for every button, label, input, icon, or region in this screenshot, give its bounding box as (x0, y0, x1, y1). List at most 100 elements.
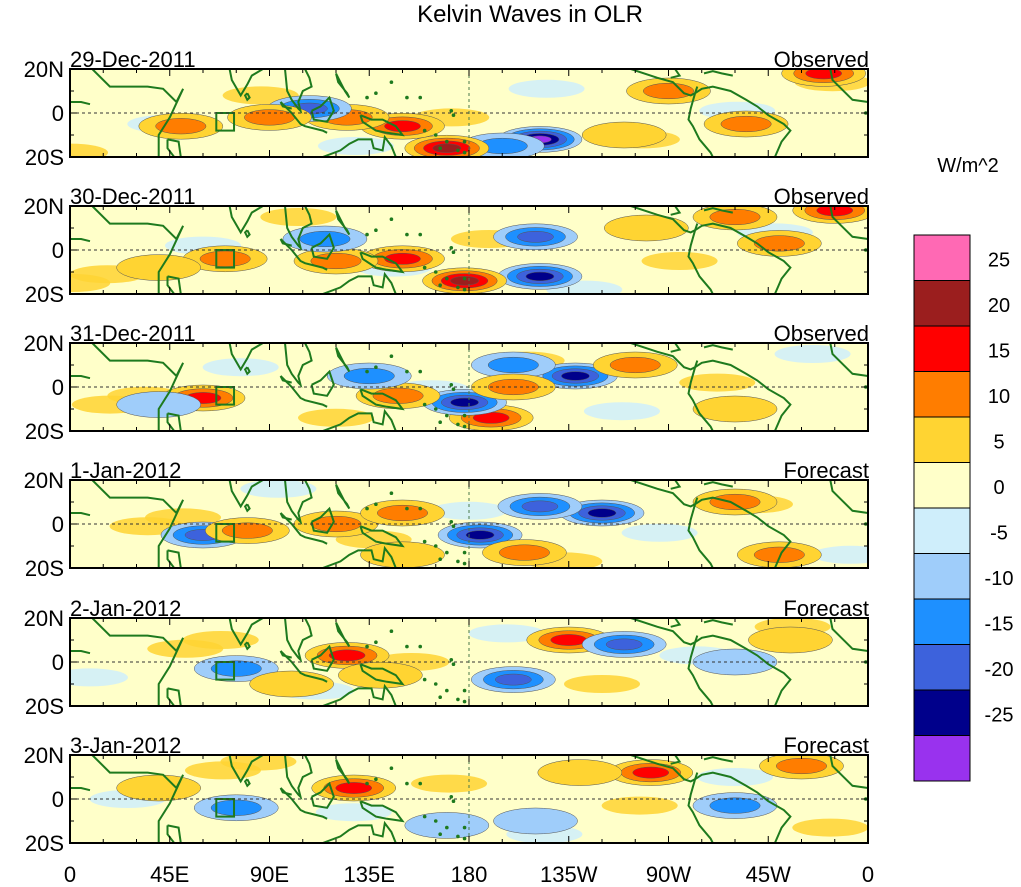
background-band (641, 252, 718, 270)
island-dot (449, 658, 454, 662)
x-tick-label: 90E (250, 862, 289, 887)
coastline (243, 503, 251, 513)
contour-level (495, 673, 532, 686)
coastline (694, 496, 792, 568)
y-tick-label: 20S (25, 831, 64, 856)
island-dot (456, 422, 460, 427)
coastline (284, 755, 313, 801)
colorbar-swatch (913, 462, 971, 509)
positive-anomaly (471, 373, 556, 401)
panel-kind-label: Observed (774, 47, 869, 72)
coastline (216, 343, 264, 372)
negative-anomaly (692, 792, 778, 819)
coastlines (70, 69, 868, 157)
coastlines (70, 343, 868, 431)
island-dot (389, 766, 394, 770)
chart-title: Kelvin Waves in OLR (417, 1, 643, 28)
coastline (694, 222, 792, 294)
island-dot (451, 387, 456, 392)
x-tick-label: 0 (64, 862, 76, 887)
x-tick-label: 90W (646, 862, 691, 887)
coastline (829, 206, 868, 240)
background-band (564, 675, 640, 693)
background-band (697, 768, 773, 786)
colorbar-tick-label: 10 (988, 386, 1010, 408)
x-tick-label: 0 (862, 862, 874, 887)
background-band (315, 803, 392, 822)
colorbar-swatch (913, 416, 971, 463)
positive-anomaly (608, 759, 694, 786)
coastline (670, 480, 682, 490)
coastline (670, 618, 682, 628)
island-dot (433, 407, 438, 411)
contour-level (609, 356, 661, 374)
coastline (359, 663, 405, 686)
panel-date-label: 29-Dec-2011 (70, 47, 196, 72)
coastline (279, 787, 328, 820)
coastline (670, 206, 682, 216)
contour-level (244, 109, 295, 126)
island-dot (405, 232, 409, 237)
negative-anomaly (581, 631, 667, 658)
contour-level (338, 661, 423, 689)
positive-anomaly (360, 245, 445, 273)
island-dot (438, 832, 442, 836)
colorbar-swatch (913, 553, 971, 600)
island-dot (365, 369, 369, 374)
coastline (359, 388, 405, 411)
coastlines (70, 755, 868, 843)
coastline (279, 375, 292, 384)
olr-field (70, 618, 833, 700)
panel-date-label: 2-Jan-2012 (70, 596, 181, 621)
coastline (70, 238, 91, 243)
island-dot (418, 506, 423, 511)
coastline (70, 512, 91, 517)
island-dot (365, 232, 369, 237)
background-band (202, 358, 279, 377)
contour-level (517, 230, 554, 243)
contour-level (816, 206, 853, 217)
x-tick-label: 45E (150, 862, 189, 887)
colorbar-tick-label: 0 (993, 477, 1004, 499)
island-dot (418, 781, 423, 786)
coastline (243, 366, 251, 376)
coastline (243, 92, 251, 102)
island-dot (462, 836, 467, 841)
x-tick-label: 45W (746, 862, 791, 887)
contour-level (384, 252, 421, 265)
island-dot (438, 146, 442, 150)
island-dot (389, 491, 394, 496)
x-axis: 0 45E 90E 135E 180 135W 90W 45W 0 (64, 862, 874, 887)
island-dot (449, 520, 454, 524)
contour-level (709, 797, 761, 814)
coastline (694, 85, 792, 157)
colorbar-tick-label: 15 (988, 341, 1010, 363)
island-dot (462, 139, 467, 144)
positive-anomaly (338, 661, 423, 689)
island-dot (438, 695, 442, 699)
island-dot (462, 424, 467, 429)
island-dot (405, 95, 409, 100)
coastline (829, 480, 868, 514)
coastline (335, 758, 351, 785)
coastline (279, 512, 292, 521)
coastline (359, 525, 405, 548)
contour-level (210, 799, 262, 816)
coastline (310, 232, 335, 260)
coastline (279, 787, 292, 796)
island-dot (405, 644, 409, 649)
contour-level (604, 214, 689, 242)
coastline (335, 483, 351, 510)
coastline (687, 92, 714, 157)
positive-anomaly (626, 77, 711, 105)
island-dot (462, 699, 467, 704)
island-dot (389, 217, 394, 221)
coastline (670, 755, 682, 765)
island-dot (438, 557, 442, 561)
coastline (70, 787, 91, 792)
colorbar: W/m^2 25 20 15 10 5 0 -5 -10 -15 -20 -25 (913, 155, 1013, 782)
background-band (601, 796, 678, 815)
island-dot (449, 109, 454, 113)
contour-level (335, 782, 372, 794)
colorbar-unit-label: W/m^2 (937, 155, 999, 177)
